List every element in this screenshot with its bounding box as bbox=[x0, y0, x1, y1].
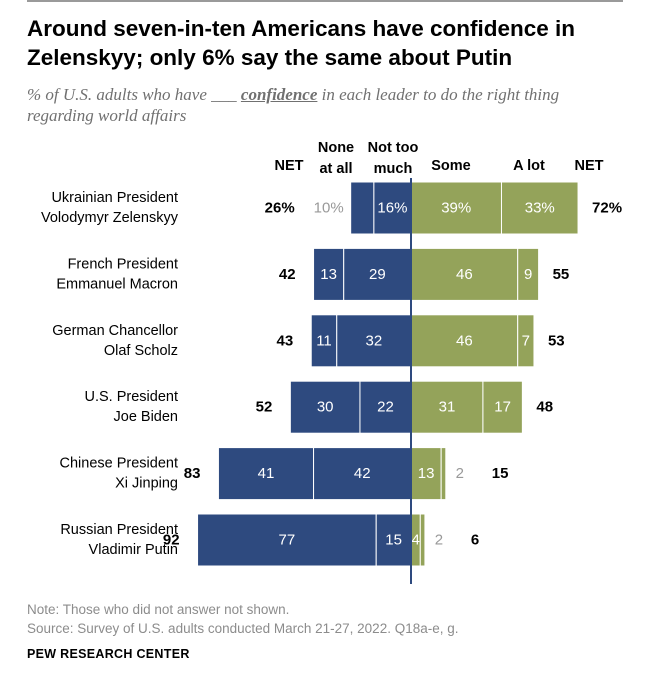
value-not-too-much: 32 bbox=[366, 332, 383, 349]
row-label: Chinese President bbox=[60, 456, 179, 472]
value-none-at-all: 41 bbox=[258, 465, 275, 482]
net-negative-value: 52 bbox=[256, 399, 273, 416]
footer-source: Source: Survey of U.S. adults conducted … bbox=[27, 621, 459, 636]
value-a-lot: 2 bbox=[435, 532, 443, 549]
value-a-lot: 7 bbox=[522, 332, 530, 349]
header-none-at-all: at all bbox=[319, 161, 352, 177]
net-positive-value: 48 bbox=[536, 399, 553, 416]
value-some: 31 bbox=[439, 399, 456, 416]
value-a-lot: 17 bbox=[494, 399, 511, 416]
value-some: 13 bbox=[418, 465, 435, 482]
row-label: Emmanuel Macron bbox=[56, 276, 178, 292]
header-not-too-much: much bbox=[374, 161, 413, 177]
header-net-positive: NET bbox=[575, 158, 604, 174]
row-label: Vladimir Putin bbox=[89, 542, 178, 558]
bar-a-lot bbox=[440, 447, 447, 501]
top-rule bbox=[27, 0, 623, 2]
bar-a-lot bbox=[517, 314, 535, 368]
header-a-lot: A lot bbox=[513, 158, 545, 174]
value-none-at-all: 13 bbox=[320, 266, 337, 283]
subtitle-suffix: in each leader to do the right thing reg… bbox=[27, 85, 560, 125]
row-label: U.S. President bbox=[85, 389, 179, 405]
row-label: Russian President bbox=[60, 522, 178, 538]
bar-none-at-all bbox=[313, 247, 345, 301]
value-not-too-much: 29 bbox=[369, 266, 386, 283]
bar-none-at-all bbox=[310, 314, 338, 368]
bar-not-too-much bbox=[313, 447, 412, 501]
chart-title: Around seven-in-ten Americans have confi… bbox=[27, 16, 576, 70]
row-label: Volodymyr Zelenskyy bbox=[41, 210, 179, 226]
row-label: Joe Biden bbox=[114, 409, 179, 425]
row-label: German Chancellor bbox=[52, 323, 178, 339]
value-not-too-much: 15 bbox=[385, 532, 402, 549]
header-net-negative: NET bbox=[275, 158, 304, 174]
value-not-too-much: 22 bbox=[377, 399, 394, 416]
bar-not-too-much bbox=[343, 247, 412, 301]
net-negative-value: 83 bbox=[184, 465, 201, 482]
net-negative-value: 43 bbox=[277, 332, 294, 349]
footer-note: Note: Those who did not answer not shown… bbox=[27, 602, 290, 617]
bar-not-too-much bbox=[336, 314, 412, 368]
bar-not-too-much bbox=[359, 380, 412, 434]
value-a-lot: 9 bbox=[524, 266, 532, 283]
header-not-too-much: Not too bbox=[368, 140, 419, 156]
bar-none-at-all bbox=[289, 380, 361, 434]
subtitle-emphasis: confidence bbox=[240, 85, 318, 104]
net-positive-value: 6 bbox=[471, 532, 479, 549]
net-positive-value: 72% bbox=[592, 200, 622, 217]
net-positive-value: 55 bbox=[553, 266, 570, 283]
row-label: French President bbox=[68, 256, 178, 272]
bar-some bbox=[410, 181, 502, 235]
value-a-lot: 33% bbox=[525, 200, 555, 217]
header-none-at-all: None bbox=[318, 140, 354, 156]
net-positive-value: 15 bbox=[492, 465, 509, 482]
value-none-at-all: 30 bbox=[317, 399, 334, 416]
value-some: 46 bbox=[456, 266, 473, 283]
bar-a-lot bbox=[419, 513, 426, 567]
value-none-at-all: 77 bbox=[279, 532, 296, 549]
value-a-lot: 2 bbox=[456, 465, 464, 482]
net-negative-value: 92 bbox=[163, 532, 180, 549]
net-negative-value: 42 bbox=[279, 266, 296, 283]
value-not-too-much: 16% bbox=[377, 200, 407, 217]
net-negative-value: 26% bbox=[265, 200, 295, 217]
bar-a-lot bbox=[500, 181, 579, 235]
value-none-at-all: 10% bbox=[314, 200, 344, 217]
value-some: 4 bbox=[411, 532, 419, 549]
value-not-too-much: 42 bbox=[354, 465, 371, 482]
bar-none-at-all bbox=[217, 447, 315, 501]
chart-subtitle: % of U.S. adults who have ___ confidence… bbox=[27, 84, 627, 126]
bar-a-lot bbox=[482, 380, 523, 434]
bar-not-too-much bbox=[375, 513, 412, 567]
row-label: Olaf Scholz bbox=[104, 343, 178, 359]
value-none-at-all: 11 bbox=[316, 332, 332, 349]
value-some: 39% bbox=[441, 200, 471, 217]
value-some: 46 bbox=[456, 332, 473, 349]
brand-logo-text: PEW RESEARCH CENTER bbox=[27, 647, 190, 661]
bar-a-lot bbox=[517, 247, 540, 301]
subtitle-prefix: % of U.S. adults who have ___ bbox=[27, 85, 241, 104]
row-label: Ukrainian President bbox=[51, 190, 178, 206]
header-some: Some bbox=[431, 158, 471, 174]
bar-some bbox=[410, 314, 519, 368]
net-positive-value: 53 bbox=[548, 332, 565, 349]
row-label: Xi Jinping bbox=[115, 476, 178, 492]
bar-none-at-all bbox=[350, 181, 375, 235]
